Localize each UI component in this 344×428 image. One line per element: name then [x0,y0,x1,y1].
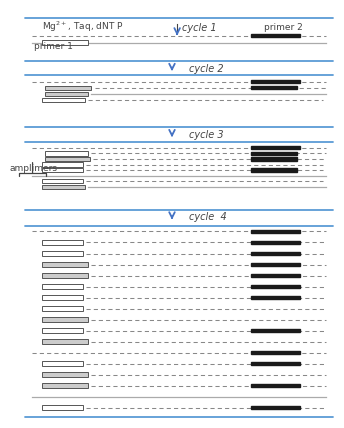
Bar [251,230,300,233]
Bar [42,284,83,288]
Bar [42,361,83,366]
Bar [251,296,300,299]
Bar [42,372,88,377]
Bar [42,262,88,267]
Bar [251,152,297,155]
Text: amplimers: amplimers [9,164,57,173]
Bar [45,151,88,155]
Bar [251,146,300,149]
Bar [42,98,85,102]
Bar [45,157,90,161]
Bar [251,274,300,277]
Bar [251,384,300,387]
Bar [251,351,300,354]
Text: primer 1: primer 1 [34,42,73,51]
Bar [45,92,88,96]
Bar [42,40,88,45]
Bar [251,406,300,409]
Text: cycle 2: cycle 2 [189,64,224,74]
Bar [42,241,83,245]
Bar [251,158,297,160]
Bar [42,328,83,333]
Bar [42,168,83,172]
Bar [251,34,300,37]
Bar [42,405,83,410]
Bar [251,362,300,365]
Bar [42,185,85,189]
Bar [251,285,300,288]
Bar [251,80,300,83]
Bar [42,179,83,183]
Bar [42,162,83,166]
Bar [45,86,92,90]
Text: cycle 3: cycle 3 [189,130,224,140]
Bar [251,86,297,89]
Bar [251,252,300,255]
Bar [42,383,88,388]
Bar [251,329,300,332]
Bar [42,306,83,311]
Text: primer 2: primer 2 [264,23,303,32]
Bar [42,339,88,344]
Bar [42,295,83,300]
Bar [251,263,300,266]
Text: cycle 1: cycle 1 [182,23,216,33]
Bar [42,273,88,278]
Bar [42,318,88,322]
Bar [42,251,83,256]
Bar [251,241,300,244]
Text: cycle  4: cycle 4 [189,212,227,223]
Bar [251,169,297,172]
Text: Mg$^{2+}$, Taq, dNT P: Mg$^{2+}$, Taq, dNT P [42,20,124,34]
